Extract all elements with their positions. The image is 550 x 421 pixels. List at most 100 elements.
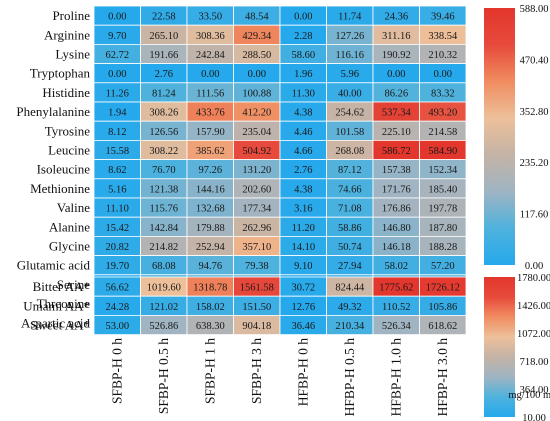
cell-value: 79.38 [245, 261, 269, 272]
row-label: Tryptophan [30, 66, 91, 81]
column-labels: SFBP-H 0 h SFBP-H 0.5 h SFBP-H 1 h SFBP-H 3… [109, 338, 450, 417]
cell-value: 142.84 [149, 223, 179, 234]
cell-value: 100.88 [242, 88, 271, 99]
cell-value: 50.74 [338, 242, 362, 253]
cell-value: 30.72 [291, 283, 315, 294]
cell-value: 81.24 [152, 88, 176, 99]
cell-value: 151.50 [242, 302, 271, 313]
cell-value: 824.44 [335, 283, 365, 294]
cell-value: 157.38 [382, 165, 411, 176]
cell-value: 87.12 [338, 165, 362, 176]
cell-value: 22.58 [152, 12, 176, 23]
cell-value: 146.80 [382, 223, 411, 234]
cell-value: 177.34 [242, 204, 272, 215]
colorbar-tick-label: 588.00 [520, 4, 549, 15]
cell-value: 262.96 [242, 223, 271, 234]
column-label: HFBP-H 1.0 h [388, 338, 403, 417]
cell-value: 1726.12 [426, 283, 460, 294]
row-label: Alanine [49, 219, 90, 234]
row-label: Phenylalanine [16, 104, 90, 119]
cell-value: 101.58 [335, 127, 364, 138]
cell-value: 71.08 [338, 204, 362, 215]
row-label: Arginine [44, 27, 90, 42]
cell-value: 4.46 [294, 127, 312, 138]
row-label: Serine [57, 277, 90, 292]
cell-value: 214.82 [149, 242, 178, 253]
cell-value: 0.00 [387, 69, 405, 80]
cell-value: 2.76 [155, 69, 173, 80]
cell-value: 214.58 [428, 127, 457, 138]
colorbar-tick-label: 0.00 [525, 261, 543, 272]
column-label: SFBP-H 1 h [202, 338, 217, 404]
cell-value: 11.26 [106, 88, 129, 99]
colorbar-tick-label: 235.20 [520, 158, 549, 169]
cell-value: 8.62 [108, 165, 126, 176]
cell-value: 58.02 [384, 261, 408, 272]
cell-value: 110.52 [382, 302, 411, 313]
row-label: Lysine [55, 47, 90, 62]
cell-value: 131.20 [242, 165, 271, 176]
cell-value: 493.20 [428, 108, 457, 119]
cell-value: 11.20 [292, 223, 315, 234]
colorbar-tick-label: 117.60 [520, 210, 549, 221]
cell-value: 526.34 [382, 321, 412, 332]
row-label: Threonine [37, 296, 91, 311]
cell-value: 58.60 [291, 50, 315, 61]
cell-value: 111.56 [196, 88, 224, 99]
cell-value: 176.86 [382, 204, 411, 215]
cell-value: 385.62 [196, 146, 225, 157]
cell-value: 144.16 [196, 184, 225, 195]
cell-value: 0.00 [294, 12, 312, 23]
colorbar-tick-label: 470.40 [520, 55, 549, 66]
column-label: SFBP-H 0.5 h [156, 338, 171, 414]
row-label: Glycine [49, 239, 90, 254]
cell-value: 618.62 [428, 321, 457, 332]
heatmap-cells: 0.00 22.58 33.50 48.54 0.00 11.74 24.36 39.46 9.… [93, 5, 467, 335]
cell-value: 1318.78 [193, 283, 227, 294]
row-label: Glutamic acid [17, 258, 91, 273]
cell-value: 158.02 [196, 302, 225, 313]
cell-value: 1.94 [108, 108, 127, 119]
row-label: Proline [52, 8, 90, 23]
cell-value: 537.34 [382, 108, 412, 119]
row-label: Bitter AA* [33, 279, 90, 294]
cell-value: 58.86 [338, 223, 362, 234]
cell-value: 39.46 [431, 12, 455, 23]
cell-value: 526.86 [149, 321, 178, 332]
cell-value: 49.32 [338, 302, 362, 313]
colorbar-tick-label: 1780.00 [517, 273, 550, 284]
cell-value: 53.00 [105, 321, 129, 332]
cell-value: 57.20 [431, 261, 455, 272]
cell-value: 12.76 [291, 302, 315, 313]
colorbar [484, 277, 515, 417]
row-label: Valine [57, 200, 90, 215]
cell-value: 132.68 [196, 204, 225, 215]
cell-value: 5.16 [108, 184, 126, 195]
cell-value: 9.10 [294, 261, 312, 272]
colorbar-tick-label: 1426.00 [517, 301, 550, 312]
row-label: Leucine [48, 143, 90, 158]
cell-value: 188.28 [428, 242, 457, 253]
cell-value: 0.00 [434, 69, 452, 80]
cell-value: 265.10 [149, 31, 178, 42]
cell-value: 202.60 [242, 184, 271, 195]
cell-value: 190.92 [382, 50, 411, 61]
cell-value: 2.28 [294, 31, 312, 42]
cell-value: 68.08 [152, 261, 176, 272]
cell-value: 11.10 [106, 204, 129, 215]
cell-value: 1561.58 [240, 283, 274, 294]
cell-value: 197.78 [428, 204, 457, 215]
cell-value: 1775.62 [379, 283, 413, 294]
cell-value: 105.86 [428, 302, 457, 313]
row-label: Aspartic acid [21, 315, 90, 330]
cell-value: 2.76 [294, 165, 312, 176]
colorbar-tick-label: 10.00 [522, 413, 546, 421]
cell-value: 56.62 [105, 283, 129, 294]
cell-value: 11.30 [292, 88, 315, 99]
colorbar-tick-label: 718.00 [520, 357, 549, 368]
colorbar-tick-label: 352.80 [520, 107, 549, 118]
cell-value: 268.08 [335, 146, 364, 157]
row-label: Umami AA* [23, 298, 90, 313]
cell-value: 1019.60 [147, 283, 181, 294]
